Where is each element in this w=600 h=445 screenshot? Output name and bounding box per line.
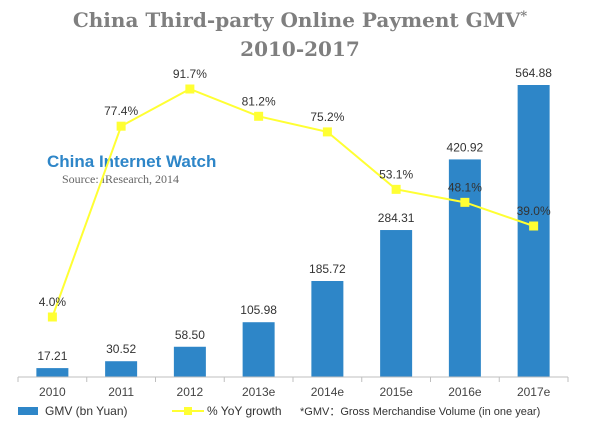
x-tick-label-2012: 2012 — [177, 385, 204, 399]
x-tick-label-2017e: 2017e — [517, 385, 551, 399]
legend-swatch-gmv — [18, 407, 38, 415]
growth-label-2010: 4.0% — [39, 295, 67, 309]
growth-point-2017e — [529, 221, 539, 231]
growth-point-2010 — [47, 312, 57, 322]
growth-label-2016e: 48.1% — [448, 180, 482, 194]
bar-2013e — [242, 322, 275, 377]
growth-point-2011 — [116, 121, 126, 131]
bar-label-2016e: 420.92 — [447, 140, 484, 154]
legend: GMV (bn Yuan) % YoY growth *GMV：Gross Me… — [18, 404, 540, 418]
chart-title-asterisk: * — [520, 9, 527, 24]
chart-title-text: China Third-party Online Payment GMV — [73, 8, 521, 32]
growth-label-2015e: 53.1% — [379, 167, 413, 181]
legend-label-growth: % YoY growth — [207, 404, 282, 418]
growth-data-labels: 4.0% 77.4% 91.7% 81.2% 75.2% 53.1% 48.1% 39.0% — [39, 67, 551, 309]
bar-2010 — [36, 368, 69, 377]
growth-line-series — [47, 84, 539, 322]
bar-2012 — [173, 346, 206, 377]
bar-label-2015e: 284.31 — [378, 211, 415, 225]
growth-label-2017e: 39.0% — [517, 204, 551, 218]
growth-point-2014e — [322, 127, 332, 137]
bar-2017e — [517, 85, 550, 377]
growth-line — [51, 87, 534, 318]
x-tick-label-2016e: 2016e — [448, 385, 482, 399]
growth-label-2013e: 81.2% — [242, 94, 276, 108]
bar-2015e — [380, 230, 413, 377]
growth-label-2011: 77.4% — [104, 104, 138, 118]
chart-title: China Third-party Online Payment GMV* — [73, 8, 528, 32]
bar-data-labels: 17.21 30.52 58.50 105.98 185.72 284.31 420.92 5… — [37, 66, 552, 363]
x-tick-label-2014e: 2014e — [311, 385, 345, 399]
x-axis-tick-labels: 2010 2011 2012 2013e 2014e 2015e 2016e 2017e — [39, 385, 551, 399]
bar-2011 — [105, 361, 138, 377]
growth-point-2015e — [391, 184, 401, 194]
legend-gmv-note: *GMV：Gross Merchandise Volume (in one ye… — [300, 406, 540, 418]
x-tick-label-2013e: 2013e — [242, 385, 276, 399]
x-axis-ticks — [17, 377, 569, 382]
watermark: China Internet Watch — [47, 152, 216, 171]
x-tick-label-2015e: 2015e — [379, 385, 413, 399]
bar-label-2013e: 105.98 — [240, 303, 277, 317]
bar-2014e — [311, 280, 344, 377]
bar-label-2017e: 564.88 — [515, 66, 552, 80]
growth-point-2013e — [254, 111, 264, 121]
growth-label-2012: 91.7% — [173, 67, 207, 81]
x-tick-label-2010: 2010 — [39, 385, 66, 399]
x-tick-label-2011: 2011 — [108, 385, 134, 399]
bar-label-2011: 30.52 — [106, 342, 136, 356]
legend-label-gmv: GMV (bn Yuan) — [45, 404, 128, 418]
growth-point-2016e — [460, 197, 470, 207]
bar-label-2014e: 185.72 — [309, 262, 346, 276]
bar-2016e — [448, 159, 481, 377]
chart-subtitle: 2010-2017 — [240, 37, 360, 61]
bar-label-2010: 17.21 — [37, 349, 67, 363]
source-note: Source: iResearch, 2014 — [62, 172, 179, 186]
bar-label-2012: 58.50 — [175, 328, 205, 342]
bar-series — [36, 85, 550, 377]
growth-label-2014e: 75.2% — [310, 110, 344, 124]
legend-swatch-growth-marker — [184, 407, 192, 415]
growth-point-2012 — [185, 84, 195, 94]
